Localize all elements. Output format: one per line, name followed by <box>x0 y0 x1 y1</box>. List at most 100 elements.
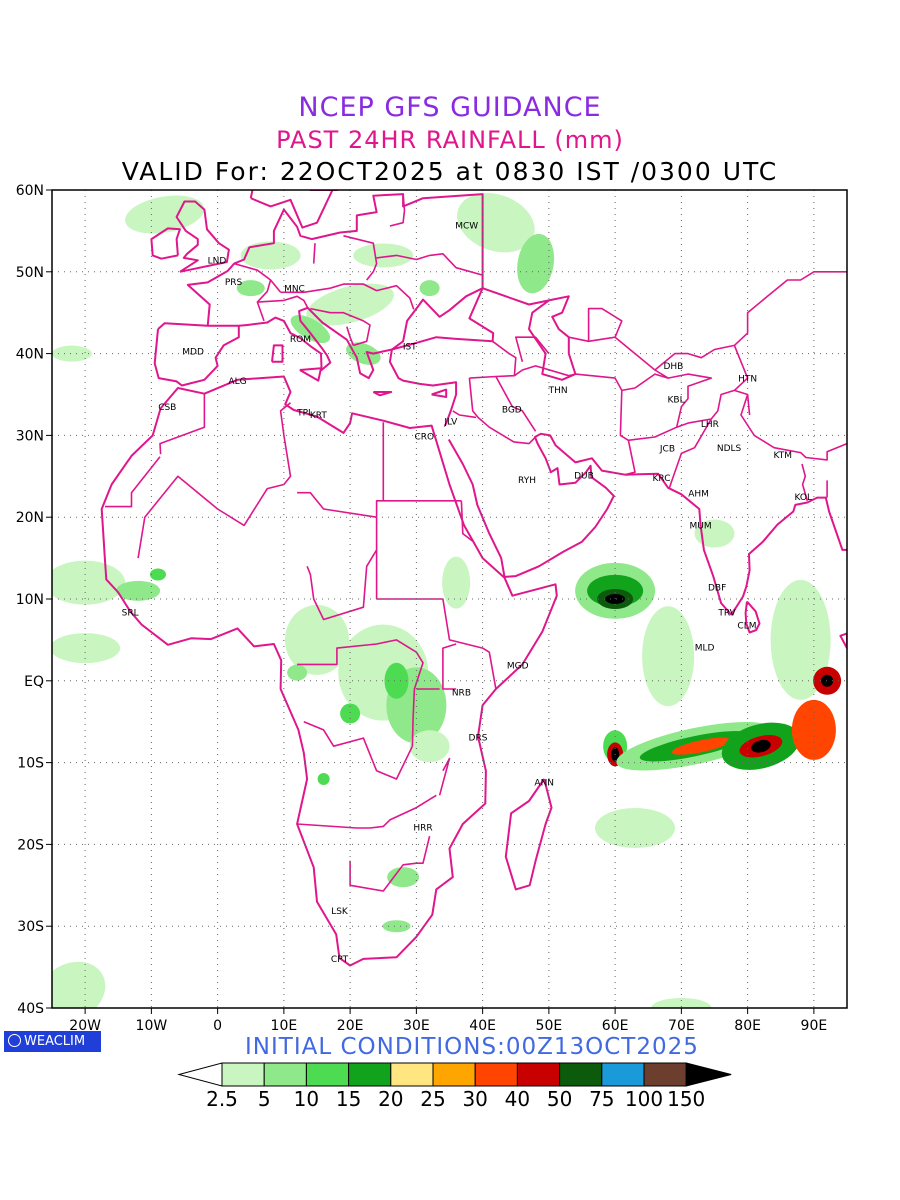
city-label: ALG <box>228 377 246 387</box>
city-label: CLM <box>737 621 756 631</box>
city-label: DBF <box>708 584 726 594</box>
city-label: TRV <box>717 608 736 618</box>
x-tick-label: 40E <box>469 1018 496 1034</box>
latitude-ticks: 60N 50N 40N 30N 20N 10N EQ 10S 20S 30S 40S <box>16 183 52 1017</box>
coastline-segment <box>271 344 284 363</box>
x-tick-label: 50E <box>536 1018 563 1034</box>
city-label: DRS <box>469 733 488 743</box>
city-label: DUB <box>574 472 594 482</box>
border-segment <box>306 517 378 621</box>
border-segment <box>349 836 431 892</box>
y-tick-label: 20S <box>17 837 44 853</box>
city-label: KTM <box>774 451 792 461</box>
y-tick-label: 30N <box>16 428 44 444</box>
y-tick-label: 30S <box>17 919 44 935</box>
colorbar-label: 75 <box>589 1087 615 1111</box>
border-segment <box>343 235 378 281</box>
coastline-segment <box>153 322 240 387</box>
border-segment <box>495 376 537 432</box>
rain-patch <box>116 580 161 601</box>
city-label: DHB <box>663 362 683 372</box>
weaclim-logo: WEACLIM <box>4 1031 101 1052</box>
city-label: ROM <box>290 335 311 345</box>
x-tick-label: 30E <box>403 1018 430 1034</box>
colorbar-box <box>263 1062 307 1087</box>
logo-text: WEACLIM <box>24 1034 86 1049</box>
coastline-segment <box>391 287 577 381</box>
border-segment <box>469 340 517 379</box>
city-label: MLD <box>695 643 715 653</box>
rain-patch <box>317 772 330 785</box>
colorbar-label: 5 <box>257 1087 271 1111</box>
initial-conditions: INITIAL CONDITIONS:00Z13OCT2025 <box>245 1034 699 1060</box>
coastline-segment <box>839 632 847 650</box>
y-tick-label: 60N <box>16 183 44 199</box>
x-tick-label: 60E <box>602 1018 629 1034</box>
border-segment <box>654 270 847 371</box>
border-segment <box>376 254 430 261</box>
rain-patch <box>457 193 535 253</box>
x-tick-label: 90E <box>801 1018 828 1034</box>
y-tick-label: EQ <box>24 674 44 690</box>
rain-patch <box>52 961 106 1008</box>
border-segment <box>621 373 713 442</box>
border-segment <box>297 639 424 747</box>
city-label: LSK <box>331 907 349 917</box>
map-title: NCEP GFS GUIDANCE <box>298 92 602 123</box>
x-tick-label: 70E <box>668 1018 695 1034</box>
city-label: BGD <box>502 405 522 415</box>
rain-patch <box>287 664 308 681</box>
city-label: CPT <box>331 955 349 965</box>
border-segment <box>280 287 331 294</box>
border-segment <box>297 794 437 829</box>
border-segment <box>513 365 636 476</box>
city-label: IST <box>403 342 417 352</box>
rain-patch <box>595 808 675 849</box>
colorbar-box <box>601 1062 645 1087</box>
rain-patch <box>384 662 409 699</box>
border-segment <box>746 394 751 416</box>
city-label: RYH <box>518 476 536 486</box>
logo-circle-icon <box>8 1034 21 1047</box>
coastline-segment <box>372 391 393 397</box>
coastline-segment <box>299 367 322 382</box>
coastline-segment <box>504 778 553 891</box>
border-segment <box>233 262 272 322</box>
border-segment <box>376 598 497 690</box>
city-label: CSB <box>158 403 176 413</box>
coastline-segment <box>388 349 458 427</box>
city-label: NDLS <box>717 444 742 454</box>
city-label: MNC <box>284 284 305 294</box>
rain-patch <box>340 703 361 724</box>
border-segment <box>733 345 749 391</box>
colorbar <box>177 1062 732 1087</box>
colorbar-box <box>516 1062 561 1087</box>
city-label: PRS <box>225 278 243 288</box>
map-subtitle: PAST 24HR RAINFALL (mm) <box>276 126 624 154</box>
y-tick-label: 40S <box>17 1001 44 1017</box>
city-label: JCB <box>659 445 675 455</box>
coastline-segment <box>100 375 558 967</box>
rain-patch <box>353 243 414 268</box>
border-segment <box>346 326 355 346</box>
rain-patch <box>409 730 450 763</box>
colorbar-box <box>559 1062 603 1087</box>
city-label: THN <box>548 386 568 396</box>
x-tick-label: 0 <box>213 1018 222 1034</box>
border-segment <box>312 243 316 264</box>
city-label: KRT <box>310 411 328 421</box>
city-label: LHR <box>701 420 719 430</box>
rain-patch <box>791 699 836 760</box>
city-label: KBL <box>668 396 685 406</box>
colorbar-box <box>305 1062 350 1087</box>
city-label: CRO <box>415 432 435 442</box>
rain-patch <box>770 579 831 700</box>
border-segment <box>269 279 282 293</box>
x-tick-label: 10E <box>271 1018 298 1034</box>
coastline-segment <box>744 600 761 634</box>
border-segment <box>137 402 292 559</box>
city-label: MGD <box>507 661 529 671</box>
x-tick-label: 10W <box>136 1018 168 1034</box>
